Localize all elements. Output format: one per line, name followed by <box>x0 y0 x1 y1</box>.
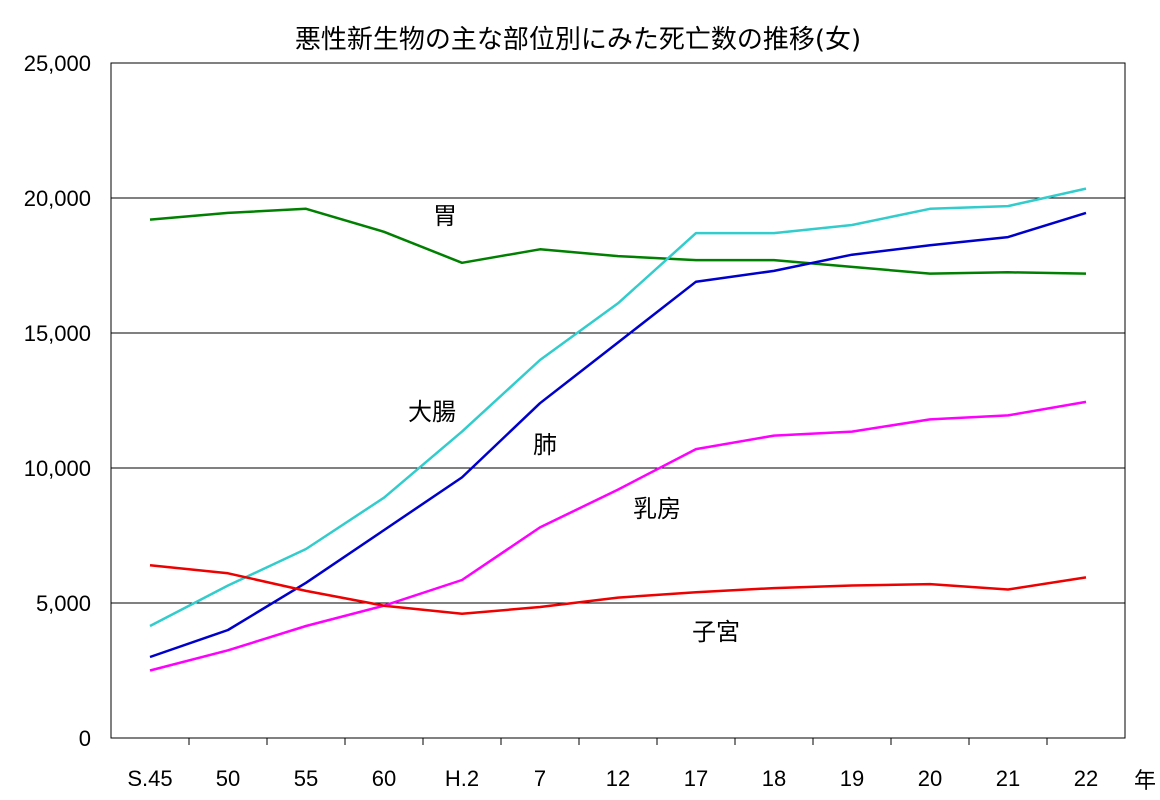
y-tick-label: 0 <box>79 726 91 751</box>
series-label: 胃 <box>433 202 457 230</box>
x-tick-label: 60 <box>372 766 396 791</box>
y-tick-label: 10,000 <box>24 456 91 481</box>
series-line <box>149 207 1087 275</box>
series-label: 乳房 <box>633 495 681 523</box>
y-tick-label: 20,000 <box>24 186 91 211</box>
series-line <box>149 187 1087 628</box>
y-tick-label: 25,000 <box>24 51 91 76</box>
series-line <box>149 563 1087 616</box>
x-tick-label: 19 <box>840 766 864 791</box>
x-tick-label: 7 <box>534 766 546 791</box>
y-tick-label: 5,000 <box>36 591 91 616</box>
series-label: 大腸 <box>408 398 456 426</box>
x-tick-label: 12 <box>606 766 630 791</box>
series-line <box>149 211 1087 659</box>
chart-title: 悪性新生物の主な部位別にみた死亡数の推移(女) <box>295 25 861 55</box>
x-tick-label: 50 <box>216 766 240 791</box>
x-tick-label: 55 <box>294 766 318 791</box>
series-line <box>149 400 1087 672</box>
series-label: 肺 <box>533 431 557 459</box>
x-tick-label: H.2 <box>445 766 479 791</box>
plot-area <box>110 62 1126 739</box>
x-tick-label: 18 <box>762 766 786 791</box>
x-unit-label: 年 <box>1134 769 1156 794</box>
x-tick-label: 21 <box>996 766 1020 791</box>
x-tick-label: S.45 <box>127 766 172 791</box>
x-tick-label: 20 <box>918 766 942 791</box>
series-label: 子宮 <box>692 618 740 646</box>
x-tick-label: 22 <box>1074 766 1098 791</box>
x-tick-label: 17 <box>684 766 708 791</box>
y-tick-label: 15,000 <box>24 321 91 346</box>
